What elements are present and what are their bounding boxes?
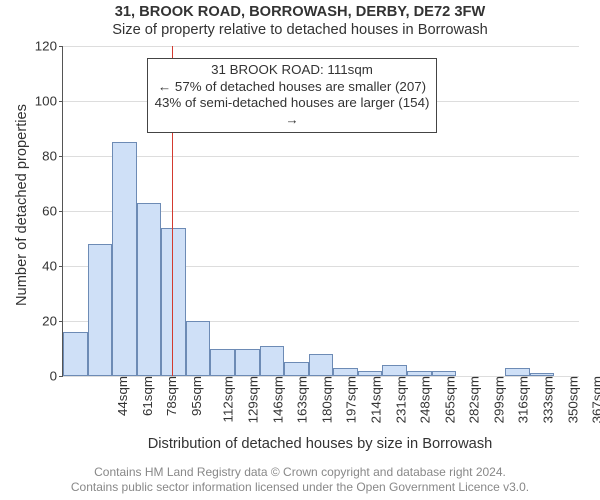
histogram-bar (88, 244, 113, 376)
histogram-bar (137, 203, 162, 376)
x-tick-label: 350sqm (565, 376, 580, 423)
footer-line2: Contains public sector information licen… (0, 480, 600, 496)
page-title: 31, BROOK ROAD, BORROWASH, DERBY, DE72 3… (0, 4, 600, 20)
histogram-bar (333, 368, 358, 376)
page-subtitle: Size of property relative to detached ho… (0, 22, 600, 38)
y-tick-label: 120 (35, 39, 57, 54)
annotation-line: 31 BROOK ROAD: 111sqm (154, 62, 430, 79)
y-tick-mark (59, 376, 63, 377)
chart-container: 31, BROOK ROAD, BORROWASH, DERBY, DE72 3… (0, 0, 600, 500)
histogram-bar (112, 142, 137, 376)
gridline (63, 46, 579, 47)
y-tick-mark (59, 156, 63, 157)
x-tick-label: 180sqm (319, 376, 334, 423)
x-tick-label: 265sqm (442, 376, 457, 423)
y-tick-label: 0 (50, 369, 57, 384)
x-tick-label: 61sqm (140, 376, 155, 416)
gridline (63, 156, 579, 157)
footer-line1: Contains HM Land Registry data © Crown c… (0, 465, 600, 481)
y-tick-mark (59, 46, 63, 47)
histogram-bar (161, 228, 186, 377)
histogram-bar (260, 346, 285, 376)
x-tick-label: 44sqm (115, 376, 130, 416)
annotation-line: ← 57% of detached houses are smaller (20… (154, 79, 430, 96)
y-tick-mark (59, 321, 63, 322)
x-tick-label: 316sqm (516, 376, 531, 423)
y-tick-label: 100 (35, 94, 57, 109)
y-axis-label-text: Number of detached properties (14, 104, 30, 306)
x-tick-label: 78sqm (164, 376, 179, 416)
subtitle-text: Size of property relative to detached ho… (112, 22, 488, 38)
y-tick-mark (59, 101, 63, 102)
y-tick-mark (59, 211, 63, 212)
x-tick-label: 231sqm (393, 376, 408, 423)
title-text: 31, BROOK ROAD, BORROWASH, DERBY, DE72 3… (115, 4, 486, 20)
histogram-bar (505, 368, 530, 376)
y-tick-label: 80 (42, 149, 57, 164)
y-tick-label: 60 (42, 204, 57, 219)
attribution-footer: Contains HM Land Registry data © Crown c… (0, 465, 600, 496)
x-tick-label: 197sqm (344, 376, 359, 423)
histogram-bar (186, 321, 211, 376)
histogram-bar (309, 354, 334, 376)
annotation-line: 43% of semi-detached houses are larger (… (154, 95, 430, 128)
histogram-bar (284, 362, 309, 376)
y-tick-label: 40 (42, 259, 57, 274)
histogram-bar (235, 349, 260, 377)
x-tick-label: 214sqm (368, 376, 383, 423)
x-axis-label: Distribution of detached houses by size … (62, 436, 578, 452)
histogram-bar (382, 365, 407, 376)
histogram-bar (63, 332, 88, 376)
x-tick-label: 129sqm (246, 376, 261, 423)
x-tick-label: 282sqm (467, 376, 482, 423)
plot-area: 02040608010012044sqm61sqm78sqm95sqm112sq… (62, 46, 579, 377)
x-tick-label: 248sqm (418, 376, 433, 423)
x-tick-label: 112sqm (220, 376, 235, 422)
x-tick-label: 333sqm (540, 376, 555, 423)
histogram-bar (210, 349, 235, 377)
y-axis-label: Number of detached properties (14, 50, 30, 360)
x-tick-label: 95sqm (189, 376, 204, 416)
x-axis-label-text: Distribution of detached houses by size … (148, 436, 493, 452)
x-tick-label: 146sqm (270, 376, 285, 423)
y-tick-label: 20 (42, 314, 57, 329)
annotation-box: 31 BROOK ROAD: 111sqm← 57% of detached h… (147, 58, 437, 133)
y-tick-mark (59, 266, 63, 267)
x-tick-label: 367sqm (590, 376, 600, 423)
x-tick-label: 299sqm (491, 376, 506, 423)
x-tick-label: 163sqm (295, 376, 310, 423)
